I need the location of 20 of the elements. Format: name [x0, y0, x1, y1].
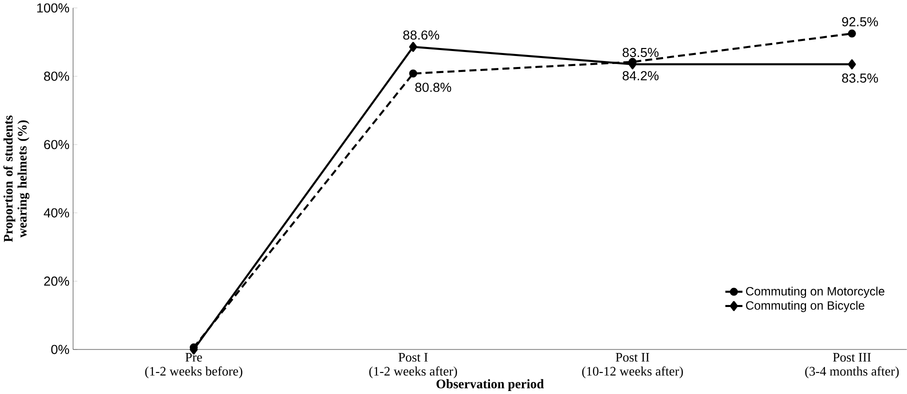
- y-tick-label: 80%: [44, 71, 70, 81]
- data-label: 84.2%: [622, 70, 659, 80]
- y-tick-label: 20%: [44, 276, 70, 286]
- data-label: 83.5%: [842, 73, 878, 83]
- data-label: 83.5%: [622, 48, 659, 57]
- x-tick-label: Pre (1-2 weeks before): [145, 352, 242, 378]
- data-label: 88.6%: [403, 30, 440, 40]
- x-tick-label: Post II (10-12 weeks after): [582, 352, 683, 378]
- y-tick-label: 60%: [44, 140, 70, 150]
- legend-label: Commuting on Motorcycle: [746, 286, 884, 298]
- y-tick-label: 100%: [37, 3, 70, 12]
- y-tick-label: 40%: [44, 208, 70, 218]
- data-label: 80.8%: [415, 82, 452, 92]
- y-tick-label: 0%: [51, 344, 70, 354]
- y-axis-title: Proportion of students wearing helmets (%): [3, 115, 30, 242]
- data-label: 92.5%: [842, 16, 878, 26]
- x-tick-label: Post I (1-2 weeks after): [369, 352, 458, 378]
- x-axis-title: Observation period: [436, 379, 544, 391]
- x-tick-label: Post III (3-4 months after): [805, 352, 899, 378]
- legend-label: Commuting on Bicycle: [746, 300, 864, 312]
